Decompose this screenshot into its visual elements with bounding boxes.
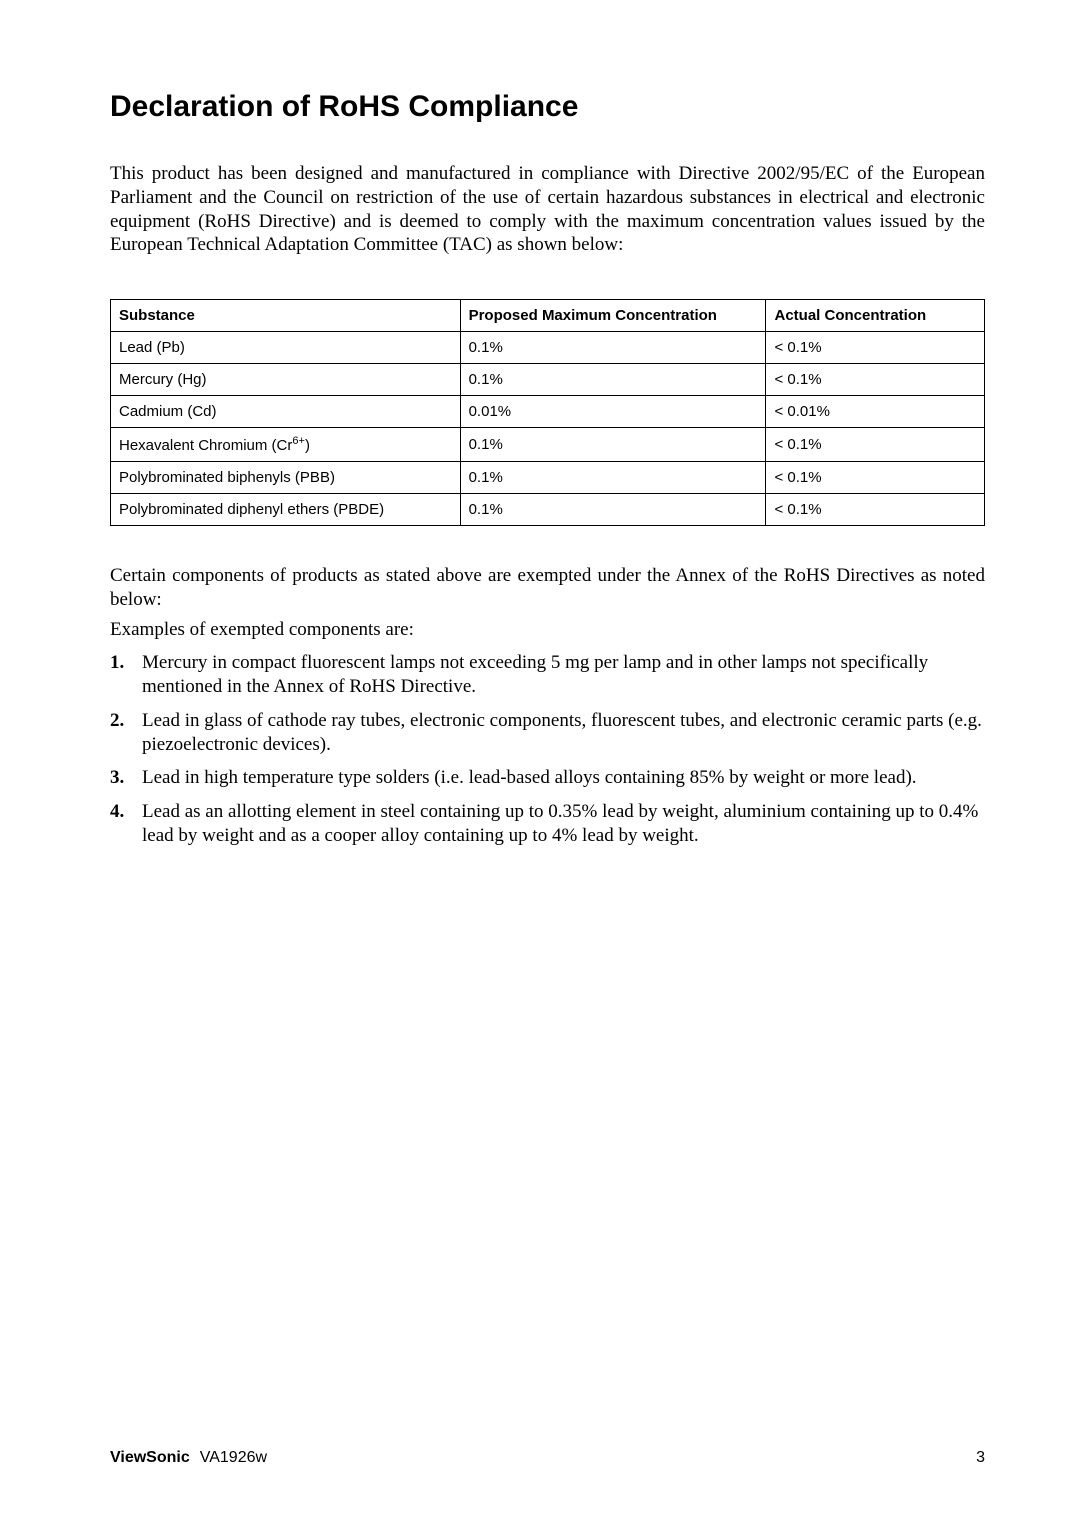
- cell-actual: < 0.1%: [766, 462, 985, 494]
- footer-left: ViewSonic VA1926w: [110, 1449, 267, 1467]
- examples-label: Examples of exempted components are:: [110, 618, 985, 642]
- cell-proposed: 0.1%: [460, 364, 766, 396]
- cell-substance: Mercury (Hg): [111, 364, 461, 396]
- exemptions-list: 1. Mercury in compact fluorescent lamps n…: [110, 651, 985, 847]
- list-number: 3.: [110, 766, 124, 790]
- cell-substance: Polybrominated biphenyls (PBB): [111, 462, 461, 494]
- exemption-intro: Certain components of products as stated…: [110, 564, 985, 612]
- list-item: 4. Lead as an allotting element in steel …: [110, 800, 985, 848]
- table-row: Polybrominated biphenyls (PBB) 0.1% < 0.…: [111, 462, 985, 494]
- list-number: 4.: [110, 800, 124, 824]
- list-text: Lead in high temperature type solders (i…: [142, 767, 917, 788]
- list-text: Lead in glass of cathode ray tubes, elec…: [142, 710, 982, 755]
- page-title: Declaration of RoHS Compliance: [110, 90, 985, 124]
- cell-proposed: 0.1%: [460, 332, 766, 364]
- list-text: Lead as an allotting element in steel co…: [142, 801, 978, 846]
- list-text: Mercury in compact fluorescent lamps not…: [142, 652, 928, 697]
- table-row: Mercury (Hg) 0.1% < 0.1%: [111, 364, 985, 396]
- cell-proposed: 0.1%: [460, 428, 766, 462]
- col-header-substance: Substance: [111, 300, 461, 332]
- page-footer: ViewSonic VA1926w 3: [110, 1449, 985, 1467]
- cell-actual: < 0.1%: [766, 494, 985, 526]
- cell-actual: < 0.1%: [766, 332, 985, 364]
- table-header-row: Substance Proposed Maximum Concentration…: [111, 300, 985, 332]
- list-item: 2. Lead in glass of cathode ray tubes, el…: [110, 709, 985, 757]
- cell-proposed: 0.1%: [460, 494, 766, 526]
- cell-actual: < 0.1%: [766, 428, 985, 462]
- cell-actual: < 0.1%: [766, 364, 985, 396]
- table-row: Polybrominated diphenyl ethers (PBDE) 0.…: [111, 494, 985, 526]
- table-row: Lead (Pb) 0.1% < 0.1%: [111, 332, 985, 364]
- list-item: 1. Mercury in compact fluorescent lamps n…: [110, 651, 985, 699]
- list-number: 2.: [110, 709, 124, 733]
- intro-paragraph: This product has been designed and manuf…: [110, 162, 985, 257]
- list-item: 3. Lead in high temperature type solders …: [110, 766, 985, 790]
- footer-brand: ViewSonic: [110, 1449, 190, 1466]
- col-header-actual: Actual Concentration: [766, 300, 985, 332]
- cell-substance: Lead (Pb): [111, 332, 461, 364]
- cell-substance: Hexavalent Chromium (Cr6+): [111, 428, 461, 462]
- cell-proposed: 0.1%: [460, 462, 766, 494]
- compliance-table: Substance Proposed Maximum Concentration…: [110, 299, 985, 526]
- cell-actual: < 0.01%: [766, 396, 985, 428]
- table-row: Hexavalent Chromium (Cr6+) 0.1% < 0.1%: [111, 428, 985, 462]
- col-header-proposed: Proposed Maximum Concentration: [460, 300, 766, 332]
- table-row: Cadmium (Cd) 0.01% < 0.01%: [111, 396, 985, 428]
- cell-proposed: 0.01%: [460, 396, 766, 428]
- footer-page-number: 3: [976, 1449, 985, 1467]
- cell-substance: Cadmium (Cd): [111, 396, 461, 428]
- cell-substance: Polybrominated diphenyl ethers (PBDE): [111, 494, 461, 526]
- footer-model: VA1926w: [200, 1449, 267, 1466]
- list-number: 1.: [110, 651, 124, 675]
